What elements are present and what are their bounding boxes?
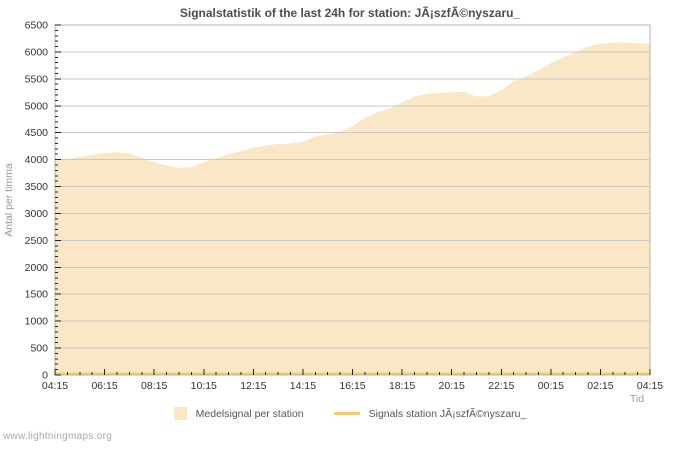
svg-text:12:15: 12:15 <box>240 380 266 392</box>
line-swatch-icon <box>333 412 360 415</box>
svg-text:5500: 5500 <box>25 73 49 85</box>
svg-text:3500: 3500 <box>25 181 49 193</box>
legend-label-signals-station: Signals station JÃ¡szfÃ©nyszaru_ <box>368 407 527 420</box>
svg-text:04:15: 04:15 <box>637 380 663 392</box>
svg-text:16:15: 16:15 <box>339 380 365 392</box>
legend-item-medelsignal: Medelsignal per station <box>173 407 304 420</box>
svg-text:22:15: 22:15 <box>488 380 514 392</box>
svg-text:6000: 6000 <box>25 46 49 58</box>
svg-text:2500: 2500 <box>25 235 49 247</box>
svg-text:00:15: 00:15 <box>538 380 564 392</box>
svg-text:02:15: 02:15 <box>587 380 613 392</box>
watermark: www.lightningmaps.org <box>3 431 113 442</box>
svg-text:2000: 2000 <box>25 262 49 274</box>
legend-label-medelsignal: Medelsignal per station <box>195 407 304 420</box>
svg-text:3000: 3000 <box>25 208 49 220</box>
svg-text:0: 0 <box>42 370 48 382</box>
svg-text:1000: 1000 <box>25 316 49 328</box>
svg-text:14:15: 14:15 <box>290 380 316 392</box>
svg-text:08:15: 08:15 <box>141 380 167 392</box>
svg-text:04:15: 04:15 <box>42 380 68 392</box>
svg-text:5000: 5000 <box>25 100 49 112</box>
svg-text:500: 500 <box>30 343 48 355</box>
area-swatch-icon <box>173 407 187 420</box>
svg-text:6500: 6500 <box>25 20 49 32</box>
chart-legend: Medelsignal per station Signals station … <box>0 407 700 420</box>
svg-text:1500: 1500 <box>25 289 49 301</box>
signal-chart: 0 500 1000 1500 2000 2500 3000 3500 4000 4500 5000… <box>3 20 663 406</box>
chart-title: Signalstatistik of the last 24h for stat… <box>179 6 521 20</box>
svg-text:Tid: Tid <box>630 393 644 405</box>
legend-item-signals-station: Signals station JÃ¡szfÃ©nyszaru_ <box>333 407 527 420</box>
svg-text:4000: 4000 <box>25 154 49 166</box>
svg-text:06:15: 06:15 <box>91 380 117 392</box>
svg-text:4500: 4500 <box>25 127 49 139</box>
svg-text:Antal per timma: Antal per timma <box>3 163 15 237</box>
svg-text:10:15: 10:15 <box>191 380 217 392</box>
svg-text:20:15: 20:15 <box>439 380 465 392</box>
svg-text:18:15: 18:15 <box>389 380 415 392</box>
